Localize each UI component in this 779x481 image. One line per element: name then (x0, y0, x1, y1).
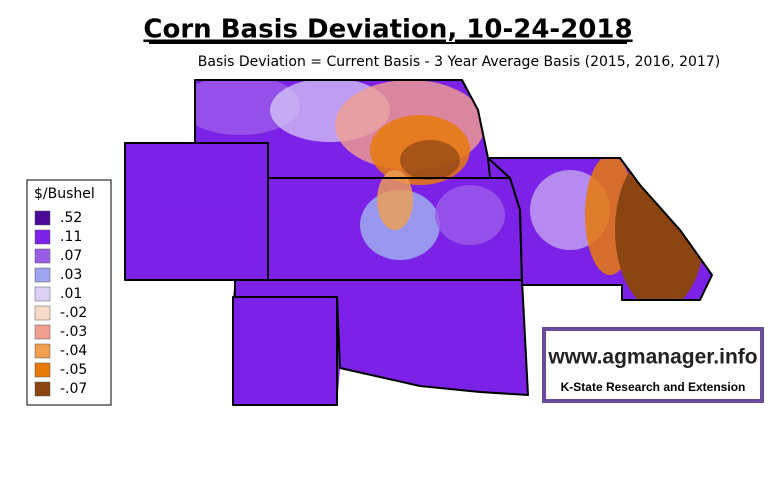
watermark: www.agmanager.info K-State Research and … (542, 327, 764, 403)
legend-swatch (34, 324, 51, 340)
legend-label: -.05 (60, 362, 87, 378)
watermark-org: K-State Research and Extension (561, 380, 746, 394)
region (615, 150, 705, 310)
legend-label: .52 (60, 210, 82, 226)
legend-label: -.07 (60, 381, 87, 397)
legend-label: -.03 (60, 324, 87, 340)
region (125, 200, 280, 280)
missouri (487, 157, 713, 301)
region (180, 80, 300, 135)
legend: $/Bushel .52 .11 .07 .03 .01 -.02 -.03 -.04 -.05… (26, 179, 112, 406)
subtitle: Basis Deviation = Current Basis - 3 Year… (198, 54, 720, 70)
region (377, 170, 413, 230)
legend-label: .07 (60, 248, 82, 264)
title: Corn Basis Deviation, 10-24-2018 (143, 15, 632, 45)
legend-swatch (34, 210, 51, 226)
legend-swatch (34, 286, 51, 302)
legend-swatch (34, 343, 51, 359)
legend-swatch (34, 229, 51, 245)
state-borders (124, 79, 713, 406)
legend-label: -.04 (60, 343, 87, 359)
legend-items: .52 .11 .07 .03 .01 -.02 -.03 -.04 -.05 -.07 (34, 210, 87, 397)
legend-swatch (34, 267, 51, 283)
legend-title: $/Bushel (34, 186, 95, 202)
legend-label: -.02 (60, 305, 87, 321)
legend-label: .11 (60, 229, 82, 245)
legend-swatch (34, 248, 51, 264)
legend-label: .03 (60, 267, 82, 283)
region (400, 140, 460, 180)
legend-swatch (34, 305, 51, 321)
legend-label: .01 (60, 286, 82, 302)
region (435, 185, 505, 245)
watermark-box (542, 327, 764, 403)
legend-swatch (34, 362, 51, 378)
texas-panhandle (232, 296, 338, 406)
watermark-url: www.agmanager.info (547, 346, 757, 369)
legend-swatch (34, 381, 51, 397)
